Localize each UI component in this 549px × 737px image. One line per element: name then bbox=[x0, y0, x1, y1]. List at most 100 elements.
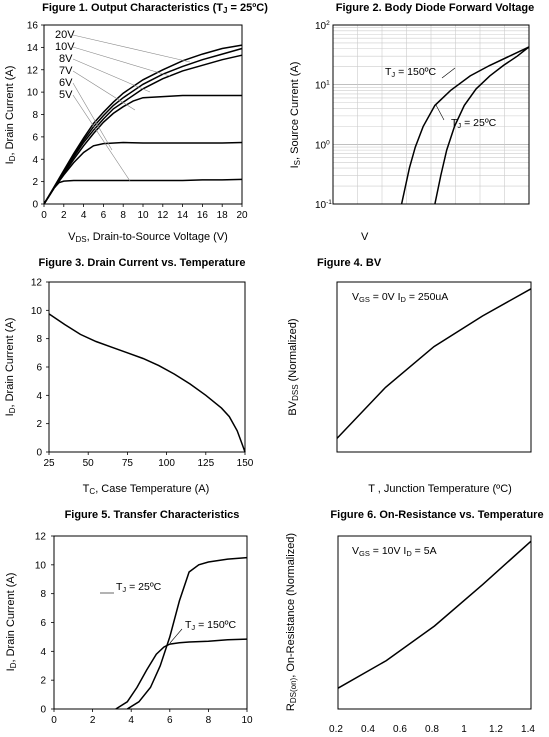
legend-label-20v: 20V bbox=[55, 29, 75, 41]
figure-6-legend-text: VGS = 10V ID = 5A bbox=[352, 545, 437, 558]
annotation-leader-25 bbox=[435, 104, 445, 121]
figure-5-y-axis: 0 2 4 6 8 10 12 bbox=[35, 532, 54, 716]
figure-3-y-axis-label: ID, Drain Current (A) bbox=[4, 318, 17, 417]
figure-1-title: Figure 1. Output Characteristics (TJ = 2… bbox=[42, 2, 268, 15]
x-tick-label: 6 bbox=[101, 210, 107, 221]
x-tick-label: 75 bbox=[122, 458, 134, 469]
y-tick-label: 2 bbox=[40, 676, 46, 687]
figure-4-bv: Figure 4. BV VGS = 0V ID = 250uA BVDSS (… bbox=[287, 257, 532, 495]
figure-5-transfer-characteristics: Figure 5. Transfer Characteristics 0 2 4 6 8… bbox=[5, 509, 253, 726]
legend-label-5v: 5V bbox=[59, 89, 73, 101]
y-tick-label: 10 bbox=[27, 88, 39, 99]
y-tick-label: 0 bbox=[36, 448, 42, 459]
y-tick-label: 0 bbox=[40, 705, 46, 716]
x-tick-label: 4 bbox=[81, 210, 87, 221]
figure-4-plot-frame bbox=[336, 281, 532, 453]
figure-1-y-axis: 0 2 4 6 8 10 12 14 16 bbox=[27, 21, 44, 211]
x-tick-label: 0 bbox=[51, 715, 57, 726]
x-tick-label: 125 bbox=[197, 458, 214, 469]
x-tick-label: 1.4 bbox=[521, 724, 535, 735]
figure-2-body-diode: Figure 2. Body Diode Forward Voltage 10-… bbox=[289, 2, 534, 243]
x-tick-label: 10 bbox=[137, 210, 149, 221]
figure-2-y-axis-label: IS, Source Current (A) bbox=[289, 62, 302, 169]
y-tick-label: 0 bbox=[32, 200, 38, 211]
y-tick-label: 12 bbox=[31, 278, 43, 289]
y-tick-label: 4 bbox=[40, 647, 46, 658]
x-tick-label: 0.2 bbox=[329, 724, 343, 735]
figure-5-series bbox=[115, 556, 248, 710]
figure-5-x-axis: 0 2 4 6 8 10 bbox=[51, 709, 253, 726]
x-tick-label: 0.4 bbox=[361, 724, 375, 735]
annotation-tj-25: TJ = 25ºC bbox=[451, 117, 497, 130]
x-tick-label: 8 bbox=[120, 210, 126, 221]
x-tick-label: 1.2 bbox=[489, 724, 503, 735]
series-line-tj-150 bbox=[115, 638, 248, 710]
y-tick-label: 2 bbox=[32, 177, 38, 188]
figure-4-title: Figure 4. BV bbox=[317, 257, 382, 269]
figure-4-legend-text: VGS = 0V ID = 250uA bbox=[352, 291, 448, 304]
x-tick-label: 14 bbox=[177, 210, 189, 221]
series-line-drain-current bbox=[48, 313, 246, 453]
figure-1-legend: 20V 10V 8V 7V 6V 5V bbox=[55, 29, 191, 182]
legend-label-6v: 6V bbox=[59, 77, 73, 89]
x-tick-label: 2 bbox=[90, 715, 96, 726]
y-tick-label: 8 bbox=[40, 589, 46, 600]
figure-1-x-axis-label: VDS, Drain-to-Source Voltage (V) bbox=[68, 231, 228, 244]
figure-3-title: Figure 3. Drain Current vs. Temperature bbox=[38, 257, 245, 269]
y-tick-label: 100 bbox=[315, 139, 330, 151]
series-line-6v bbox=[43, 141, 243, 205]
y-tick-label: 6 bbox=[32, 132, 38, 143]
y-tick-label: 4 bbox=[32, 155, 38, 166]
annotation-tj-150: TJ = 150ºC bbox=[385, 66, 436, 79]
legend-label-10v: 10V bbox=[55, 41, 75, 53]
figure-3-series bbox=[48, 313, 246, 453]
figure-4-x-axis-label: T , Junction Temperature (ºC) bbox=[368, 483, 512, 495]
figure-6-on-resistance: Figure 6. On-Resistance vs. Temperature … bbox=[285, 509, 544, 735]
series-line-8v bbox=[43, 54, 243, 205]
x-tick-label: 12 bbox=[157, 210, 169, 221]
series-line-7v bbox=[43, 94, 242, 205]
x-tick-label: 20 bbox=[236, 210, 248, 221]
figure-2-x-axis-label: V bbox=[361, 231, 369, 243]
x-tick-label: 1 bbox=[461, 724, 467, 735]
x-tick-label: 150 bbox=[237, 458, 254, 469]
y-tick-label: 12 bbox=[27, 65, 39, 76]
x-tick-label: 10 bbox=[241, 715, 253, 726]
x-tick-label: 8 bbox=[206, 715, 212, 726]
x-tick-label: 18 bbox=[217, 210, 229, 221]
y-tick-label: 10-1 bbox=[315, 199, 332, 211]
series-line-tj-25 bbox=[126, 556, 248, 710]
annotation-tj-150: TJ = 150ºC bbox=[185, 619, 236, 632]
figure-2-title: Figure 2. Body Diode Forward Voltage bbox=[336, 2, 534, 14]
y-tick-label: 12 bbox=[35, 532, 47, 543]
figure-1-x-axis: 0 2 4 6 8 10 12 14 16 18 20 bbox=[41, 204, 248, 221]
figure-5-title: Figure 5. Transfer Characteristics bbox=[65, 509, 240, 521]
annotation-leader-150 bbox=[441, 67, 456, 79]
x-tick-label: 25 bbox=[43, 458, 55, 469]
figure-6-x-axis: 0.2 0.4 0.6 0.8 1 1.2 1.4 bbox=[329, 724, 535, 735]
y-tick-label: 2 bbox=[36, 419, 42, 430]
figure-3-x-axis: 25 50 75 100 125 150 bbox=[43, 452, 254, 469]
y-tick-label: 8 bbox=[36, 334, 42, 345]
figure-1-y-axis-label: ID, Drain Current (A) bbox=[4, 66, 17, 165]
figure-1-series bbox=[43, 44, 243, 205]
series-line-rdson bbox=[337, 540, 532, 689]
y-tick-label: 10 bbox=[35, 560, 47, 571]
annotation-tj-25: TJ = 25ºC bbox=[116, 581, 162, 594]
y-tick-label: 10 bbox=[31, 306, 43, 317]
figure-2-plot-frame bbox=[332, 24, 530, 205]
figure-1-output-characteristics: Figure 1. Output Characteristics (TJ = 2… bbox=[4, 2, 268, 244]
figure-2-y-axis: 10-1 100 101 102 bbox=[315, 20, 332, 211]
figure-2-gridlines bbox=[333, 25, 529, 204]
legend-leader-lines bbox=[72, 34, 191, 182]
figure-6-plot-frame bbox=[337, 535, 532, 710]
figure-6-series bbox=[337, 540, 532, 689]
figure-3-x-axis-label: TC, Case Temperature (A) bbox=[83, 483, 210, 496]
figure-2-series bbox=[400, 46, 530, 205]
y-tick-label: 101 bbox=[315, 80, 330, 92]
legend-label-8v: 8V bbox=[59, 53, 73, 65]
figure-3-y-axis: 0 2 4 6 8 10 12 bbox=[31, 278, 49, 459]
x-tick-label: 50 bbox=[83, 458, 95, 469]
y-tick-label: 16 bbox=[27, 21, 39, 32]
